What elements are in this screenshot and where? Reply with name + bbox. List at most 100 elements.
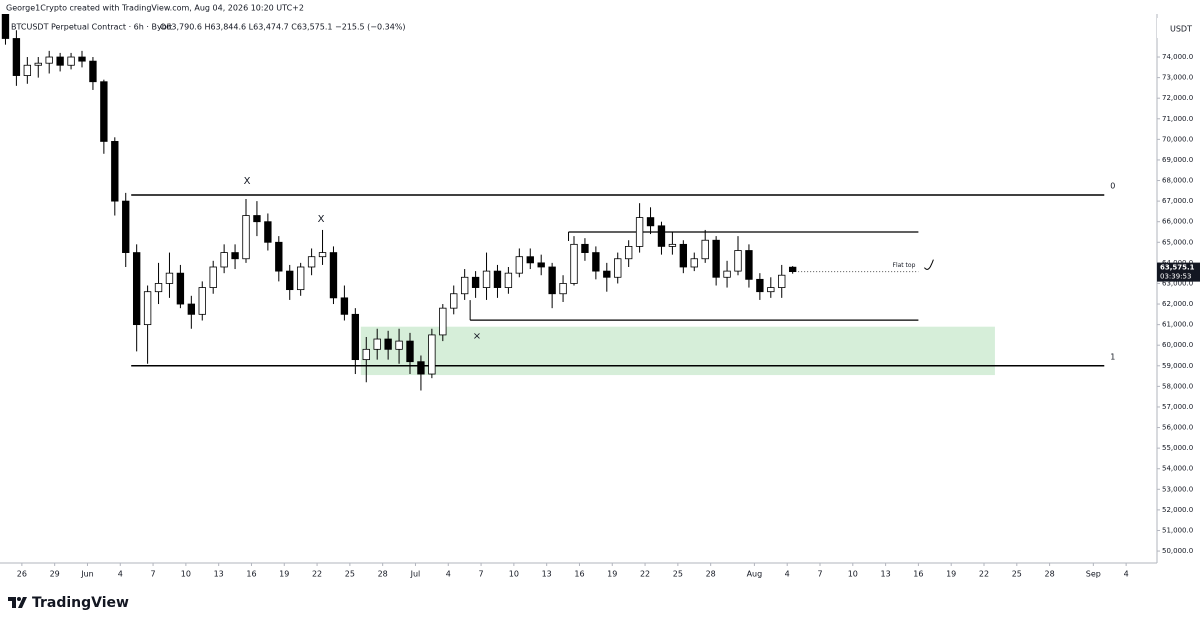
candle-body xyxy=(111,141,119,202)
x-tick-label: 28 xyxy=(1045,570,1055,579)
candle-body xyxy=(264,221,272,243)
x-tick-label: 19 xyxy=(946,570,956,579)
x-tick-label: 19 xyxy=(279,570,289,579)
zone xyxy=(360,326,995,376)
x-tick-label: 4 xyxy=(446,570,451,579)
y-tick-label: 74,000.0 xyxy=(1162,53,1193,61)
y-tick-label: 65,000.0 xyxy=(1162,238,1193,246)
candle-body xyxy=(767,287,775,293)
candle-body xyxy=(679,243,688,268)
x-tick-label: Sep xyxy=(1086,570,1101,579)
y-tick-label: 60,000.0 xyxy=(1162,341,1193,349)
y-tick-label: 51,000.0 xyxy=(1162,526,1193,534)
chart-title: BTCUSDT Perpetual Contract · 6h · Bybit xyxy=(11,23,172,32)
x-tick-label: 4 xyxy=(1124,570,1129,579)
x-tick-label: 28 xyxy=(706,570,716,579)
y-tick-label: 54,000.0 xyxy=(1162,465,1193,473)
fib-label: 1 xyxy=(1110,352,1115,361)
candle-body xyxy=(439,307,447,336)
x-tick-label: 10 xyxy=(181,570,191,579)
flat-top-mark xyxy=(924,259,934,270)
candle-body xyxy=(23,64,32,76)
candle-body xyxy=(34,62,42,66)
candle-body xyxy=(209,266,217,288)
candle-body xyxy=(668,243,677,247)
y-tick-label: 63,000.0 xyxy=(1162,279,1193,287)
candle-body xyxy=(154,283,163,293)
candle-body xyxy=(614,258,622,278)
candle-body xyxy=(132,252,141,326)
annotation: X xyxy=(244,176,251,187)
x-tick-label: 22 xyxy=(979,570,989,579)
candle-body xyxy=(537,262,545,268)
candle-body xyxy=(712,239,720,278)
candle-body xyxy=(100,81,108,142)
y-tick-label: 58,000.0 xyxy=(1162,382,1193,390)
fib-label: 0 xyxy=(1110,181,1115,190)
candle-body xyxy=(701,239,709,260)
x-tick-label: 25 xyxy=(673,570,683,579)
x-tick-label: 13 xyxy=(542,570,552,579)
candle-body xyxy=(351,313,360,361)
candle-body xyxy=(406,340,414,363)
candle-body xyxy=(318,252,327,258)
candle-body xyxy=(286,270,294,291)
x-tick-label: 7 xyxy=(479,570,484,579)
candle-body xyxy=(624,246,633,260)
candle-body xyxy=(187,303,196,315)
candle-body xyxy=(515,256,524,274)
candle-body xyxy=(56,56,64,66)
x-tick-label: 13 xyxy=(214,570,224,579)
x-tick-label: 26 xyxy=(17,570,27,579)
candle-body xyxy=(635,217,644,247)
y-tick-label: 62,000.0 xyxy=(1162,300,1193,308)
y-tick-label: 61,000.0 xyxy=(1162,321,1193,329)
countdown: 03:39:53 xyxy=(1160,273,1191,281)
candle-body xyxy=(570,243,578,284)
candle-body xyxy=(592,252,600,272)
annotation: × xyxy=(473,331,481,342)
y-tick-label: 68,000.0 xyxy=(1162,177,1193,185)
y-tick-label: 66,000.0 xyxy=(1162,218,1193,226)
candle-body xyxy=(690,258,698,268)
x-tick-label: 4 xyxy=(785,570,790,579)
x-tick-label: 13 xyxy=(881,570,891,579)
candle-body xyxy=(362,348,370,361)
candle-body xyxy=(253,215,261,223)
x-tick-label: Aug xyxy=(747,570,763,579)
candle-body xyxy=(395,340,403,350)
y-tick-label: 53,000.0 xyxy=(1162,485,1193,493)
flat-top: Flat top xyxy=(893,262,916,269)
last-price-box xyxy=(1157,262,1200,282)
candle-body xyxy=(493,270,502,288)
currency: USDT xyxy=(1170,25,1192,34)
x-tick-label: Jul xyxy=(410,570,421,579)
candle-body xyxy=(581,243,589,253)
x-tick-label: 19 xyxy=(607,570,617,579)
candle-body xyxy=(143,291,152,326)
candle-body xyxy=(12,38,21,76)
candle-body xyxy=(526,256,534,264)
candle-body xyxy=(460,276,469,295)
candle-body xyxy=(373,338,381,350)
y-tick-label: 52,000.0 xyxy=(1162,506,1193,514)
y-tick-label: 69,000.0 xyxy=(1162,156,1193,164)
x-tick-label: 29 xyxy=(50,570,60,579)
x-tick-label: 22 xyxy=(640,570,650,579)
candle-body xyxy=(198,287,206,315)
candle-body xyxy=(734,250,742,272)
plot-area xyxy=(1,14,1105,391)
candle-body xyxy=(242,215,250,260)
candle-body xyxy=(340,297,349,315)
candle-body xyxy=(307,256,316,268)
candle-body xyxy=(788,266,797,273)
x-tick-label: Jun xyxy=(80,570,94,579)
candle-body xyxy=(745,250,753,280)
candle-body xyxy=(165,272,174,284)
candle-body xyxy=(176,272,185,305)
x-tick-label: 7 xyxy=(817,570,822,579)
candle-body xyxy=(275,241,283,272)
y-tick-label: 72,000.0 xyxy=(1162,94,1193,102)
candle-body xyxy=(417,361,425,375)
